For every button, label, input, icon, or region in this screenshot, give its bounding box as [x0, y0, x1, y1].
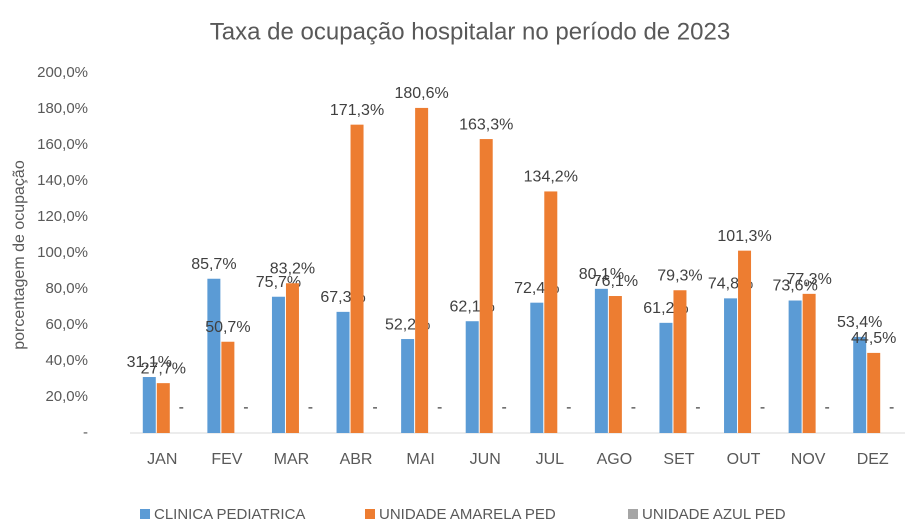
y-tick-label: 60,0%: [45, 316, 88, 333]
y-tick-label: 160,0%: [37, 136, 88, 153]
bar: [142, 377, 156, 433]
data-label: 134,2%: [524, 169, 578, 186]
data-label: -: [889, 399, 894, 416]
data-label: 80,1%: [579, 266, 624, 283]
x-tick-label: NOV: [791, 451, 826, 468]
y-axis-title: porcentagem de ocupação: [11, 160, 28, 350]
legend-label: UNIDADE AZUL PED: [642, 506, 786, 523]
data-label: -: [631, 399, 636, 416]
bar: [415, 107, 429, 434]
data-label: 31,1%: [127, 354, 172, 371]
x-tick-label: DEZ: [857, 451, 889, 468]
data-label: -: [695, 399, 700, 416]
data-label: 79,3%: [657, 267, 702, 284]
data-label: 44,5%: [851, 330, 896, 347]
bar: [207, 278, 221, 433]
x-tick-label: AGO: [597, 451, 633, 468]
data-label: 171,3%: [330, 102, 384, 119]
data-label: 77,3%: [786, 271, 831, 288]
data-label: 76,1%: [593, 273, 638, 290]
data-label: 50,7%: [205, 319, 250, 336]
y-tick-label: 120,0%: [37, 208, 88, 225]
legend-swatch: [628, 509, 638, 519]
data-label: 73,6%: [772, 278, 817, 295]
x-tick-label: OUT: [727, 451, 761, 468]
data-label: 180,6%: [394, 85, 448, 102]
bar: [530, 302, 544, 433]
bar: [544, 191, 558, 433]
legend-swatch: [140, 509, 150, 519]
bar: [156, 383, 170, 433]
bar: [350, 124, 364, 433]
bar: [221, 341, 235, 433]
x-tick-label: SET: [663, 451, 694, 468]
bar: [285, 283, 299, 433]
bar: [594, 288, 608, 433]
bar: [608, 296, 622, 433]
bar: [271, 296, 285, 433]
x-tick-label: MAR: [274, 451, 310, 468]
bar: [479, 139, 493, 433]
data-label: -: [179, 399, 184, 416]
data-label: -: [372, 399, 377, 416]
data-label: 27,7%: [141, 360, 186, 377]
data-label: 163,3%: [459, 116, 513, 133]
x-tick-label: JAN: [147, 451, 177, 468]
bar: [724, 298, 738, 433]
data-label: 83,2%: [270, 260, 315, 277]
x-tick-label: ABR: [340, 451, 373, 468]
legend-label: UNIDADE AMARELA PED: [379, 506, 556, 523]
data-label: -: [437, 399, 442, 416]
x-tick-label: MAI: [406, 451, 434, 468]
bar: [802, 293, 816, 433]
y-tick-label: 80,0%: [45, 280, 88, 297]
x-tick-label: FEV: [211, 451, 242, 468]
legend-label: CLINICA PEDIATRICA: [154, 506, 305, 523]
y-tick-label: 180,0%: [37, 100, 88, 117]
y-tick-label: 40,0%: [45, 352, 88, 369]
data-label: -: [760, 399, 765, 416]
legend-swatch: [365, 509, 375, 519]
bar: [788, 300, 802, 433]
bar: [401, 339, 415, 433]
y-tick-label: -: [83, 424, 88, 441]
x-tick-label: JUL: [536, 451, 565, 468]
bar: [853, 336, 867, 433]
data-label: -: [824, 399, 829, 416]
bar: [673, 290, 687, 433]
bar: [738, 250, 752, 433]
data-label: -: [566, 399, 571, 416]
bar: [336, 311, 350, 433]
bar: [659, 322, 673, 433]
chart-title: Taxa de ocupação hospitalar no período d…: [210, 18, 730, 45]
data-label: -: [502, 399, 507, 416]
y-tick-label: 140,0%: [37, 172, 88, 189]
data-label: 101,3%: [717, 228, 771, 245]
data-label: -: [243, 399, 248, 416]
bar: [465, 321, 479, 433]
x-tick-label: JUN: [470, 451, 501, 468]
data-label: 85,7%: [191, 256, 236, 273]
y-tick-label: 20,0%: [45, 388, 88, 405]
bar: [867, 352, 881, 433]
data-label: 53,4%: [837, 314, 882, 331]
y-tick-label: 100,0%: [37, 244, 88, 261]
data-label: -: [308, 399, 313, 416]
y-tick-label: 200,0%: [37, 64, 88, 81]
